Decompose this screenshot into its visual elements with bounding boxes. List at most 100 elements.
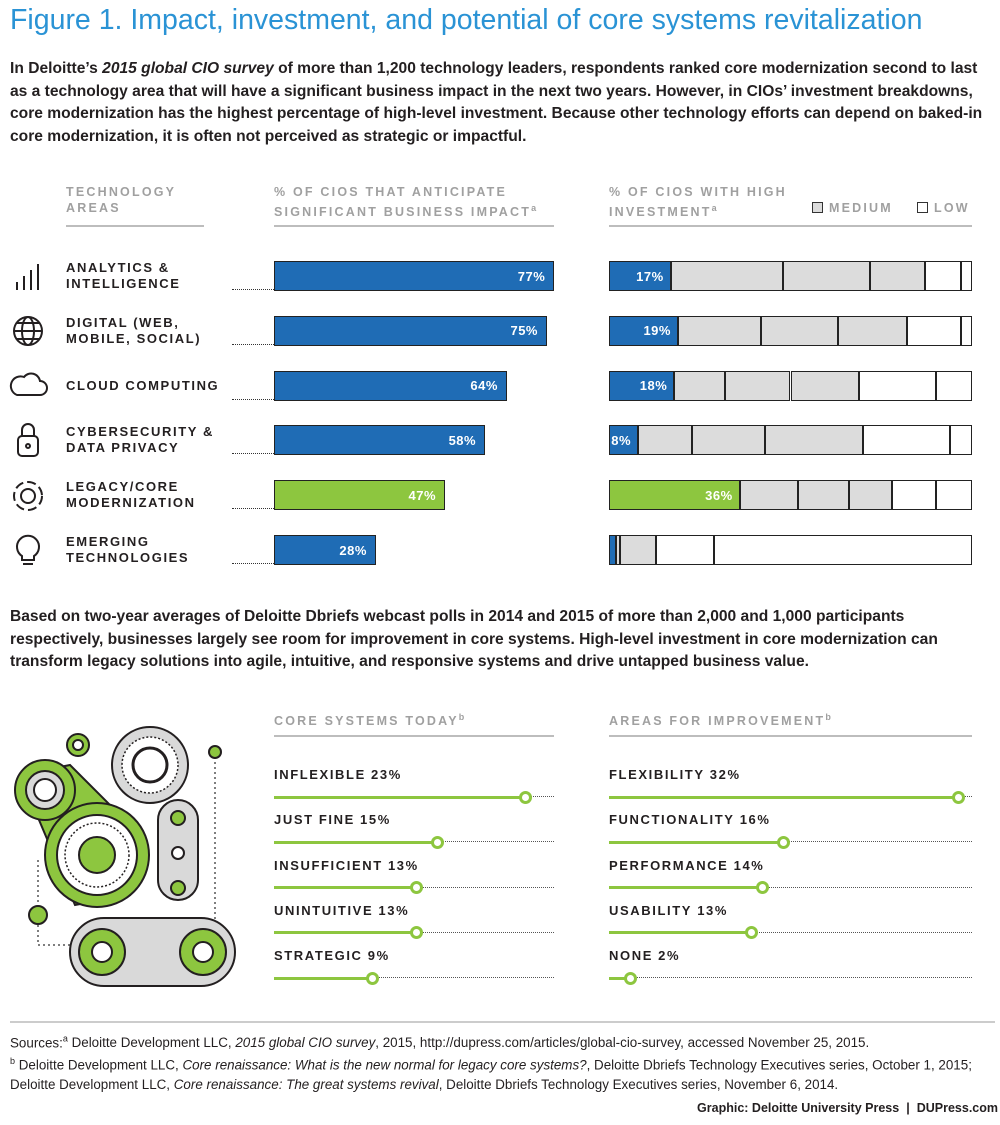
- track: [762, 886, 972, 888]
- footnote-mark: b: [825, 712, 834, 722]
- bar: 28%: [274, 535, 376, 565]
- text: In Deloitte’s: [10, 60, 103, 77]
- italic-text: 2015 global CIO survey: [102, 60, 274, 77]
- stem: [274, 840, 438, 844]
- value-label: 8%: [611, 432, 632, 448]
- stem: [609, 886, 763, 890]
- value-label: 9%: [367, 948, 390, 964]
- bar-segment: [848, 480, 893, 511]
- header-text: CORE SYSTEMS TODAY: [274, 714, 459, 729]
- dot: [431, 835, 445, 849]
- category: USABILITY: [609, 902, 693, 918]
- value-label: 14%: [733, 857, 765, 873]
- bar-segment: 19%: [609, 315, 678, 346]
- text: , Deloitte Dbriefs Technology Executives…: [10, 1057, 972, 1092]
- track: [416, 931, 554, 933]
- value-label: 17%: [636, 268, 664, 284]
- dot: [755, 881, 769, 895]
- sources-label: Sources:: [10, 1035, 63, 1051]
- bar-segment: [725, 370, 791, 401]
- value-label: 77%: [517, 268, 546, 284]
- bar: 75%: [274, 315, 547, 346]
- text: Deloitte Development LLC,: [15, 1057, 183, 1073]
- value-label: 32%: [709, 767, 741, 782]
- track: [958, 796, 972, 797]
- source-item: b Deloitte Development LLC, Core renaiss…: [10, 1052, 995, 1093]
- stem: [609, 795, 959, 799]
- leader: [232, 563, 274, 564]
- bar-segment: 8%: [609, 425, 639, 456]
- credit-text: Graphic: Deloitte University Press: [697, 1101, 900, 1115]
- row-label: STRATEGIC 9%: [274, 948, 390, 963]
- track: [372, 977, 554, 979]
- value-label: 47%: [408, 487, 437, 503]
- stem: [609, 931, 752, 935]
- bar-segment: [692, 425, 766, 456]
- category: FUNCTIONALITY: [609, 812, 735, 828]
- leader: [232, 508, 274, 510]
- text: , 2015, http://dupress.com/articles/glob…: [375, 1035, 870, 1051]
- header-text: AREAS FOR IMPROVEMENT: [609, 714, 826, 729]
- column-header: % OF CIOS THAT ANTICIPATE SIGNIFICANT BU…: [274, 184, 564, 220]
- footnote-mark: a: [531, 203, 539, 213]
- footnote-mark: b: [10, 1056, 16, 1067]
- value-label: 75%: [510, 323, 538, 339]
- bar-segment: [619, 535, 657, 565]
- bar-segment: [677, 315, 762, 346]
- dot: [624, 971, 638, 985]
- value-label: 18%: [639, 378, 668, 394]
- bar-segment: [797, 480, 849, 511]
- cycle-icon: [13, 481, 43, 511]
- category: UNINTUITIVE: [274, 902, 374, 918]
- track: [630, 977, 972, 979]
- source-item: a Deloitte Development LLC, 2015 global …: [62, 1034, 870, 1051]
- category: JUST FINE: [274, 812, 355, 828]
- footnote-mark: a: [62, 1034, 68, 1044]
- bar-segment: [906, 315, 962, 346]
- dot: [777, 835, 791, 849]
- category-label: CYBERSECURITY & DATA PRIVACY: [66, 424, 215, 456]
- bar-segment: [765, 425, 864, 456]
- column-header: % OF CIOS WITH HIGH INVESTMENTa: [609, 184, 799, 220]
- dot: [952, 790, 966, 804]
- title: Figure 1. Impact, investment, and potent…: [10, 4, 923, 36]
- body-text: Based on two-year averages of Deloitte D…: [10, 608, 938, 670]
- bar-segment: 17%: [609, 261, 671, 291]
- stem: [274, 795, 526, 799]
- credit-text: DUPress.com: [916, 1101, 998, 1115]
- stem: [274, 976, 373, 980]
- row-label: UNINTUITIVE 13%: [274, 903, 409, 918]
- legend-swatch: [917, 202, 928, 213]
- category: PERFORMANCE: [609, 857, 729, 873]
- stem: [609, 840, 784, 844]
- text: , Deloitte Dbriefs Technology Executives…: [438, 1076, 839, 1092]
- value-label: 19%: [643, 323, 671, 339]
- bar-segment: [859, 370, 936, 401]
- row-label: NONE 2%: [609, 948, 680, 963]
- category: FLEXIBILITY: [609, 767, 705, 782]
- bar: 64%: [274, 370, 507, 401]
- value-label: 28%: [339, 542, 367, 558]
- header-text: % OF CIOS WITH HIGH INVESTMENT: [609, 185, 787, 220]
- footnote-mark: b: [458, 712, 467, 722]
- value-label: 15%: [360, 812, 391, 828]
- row-label: JUST FINE 15%: [274, 812, 391, 827]
- category-label: EMERGING TECHNOLOGIES: [66, 534, 190, 565]
- bar-segment: 36%: [609, 480, 740, 511]
- stem: [274, 931, 417, 935]
- gear-illustration: [14, 726, 236, 987]
- category: INFLEXIBLE: [274, 767, 366, 782]
- bar-segment: [892, 480, 936, 511]
- icons: [9, 264, 48, 565]
- cloud-icon: [9, 372, 48, 396]
- category: STRATEGIC: [274, 948, 363, 964]
- bar-segment: [961, 315, 972, 346]
- track: [751, 931, 972, 933]
- italic-text: Core renaissance: What is the new normal…: [182, 1057, 587, 1073]
- text: Deloitte Development LLC,: [67, 1035, 236, 1051]
- dot: [365, 971, 379, 985]
- value-label: 13%: [378, 902, 410, 918]
- bar-segment: [670, 261, 784, 291]
- bulb-icon: [16, 534, 40, 565]
